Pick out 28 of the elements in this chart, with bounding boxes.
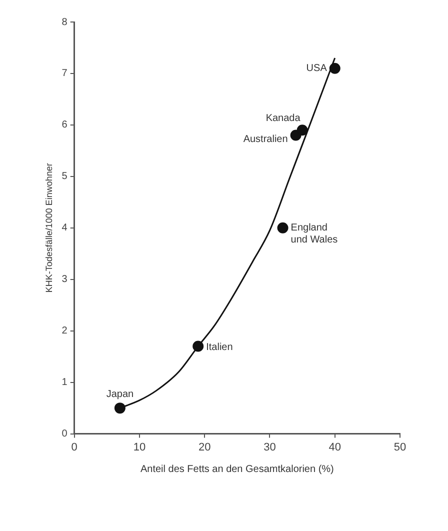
- y-tick-label: 7: [62, 68, 68, 80]
- x-tick-label: 50: [394, 441, 406, 454]
- annotation: Japan: [106, 388, 134, 400]
- annotation: Kanada: [266, 112, 301, 124]
- y-tick-label: 6: [62, 120, 68, 131]
- y-axis-title: KHK-Todesfälle/1000 Einwohner: [44, 163, 54, 293]
- y-tick-label: 3: [62, 274, 68, 286]
- y-tick-label: 4: [62, 222, 68, 234]
- y-tick-label: 1: [62, 377, 68, 388]
- x-tick-label: 10: [133, 441, 146, 454]
- point: [114, 402, 126, 414]
- annotation: England und Wales: [290, 222, 338, 246]
- point: [329, 62, 340, 74]
- x-axis-title: Anteil des Fetts an den Gesamtkalorien (%): [140, 464, 334, 475]
- x-tick-label: 40: [328, 441, 341, 454]
- annotation: Italien: [206, 342, 233, 354]
- y-tick-label: 5: [62, 171, 68, 182]
- x-tick-label: 30: [264, 441, 276, 454]
- y-tick-label: 0: [62, 428, 68, 440]
- point: [192, 340, 204, 352]
- y-tick-label: 8: [62, 16, 68, 28]
- x-tick-label: 20: [198, 441, 211, 454]
- point: [296, 124, 308, 136]
- point: [277, 222, 288, 234]
- x-tick-label: 0: [71, 441, 78, 454]
- annotation: Australien: [243, 134, 288, 145]
- y-tick-label: 2: [62, 326, 68, 337]
- annotation: USA: [306, 63, 328, 74]
